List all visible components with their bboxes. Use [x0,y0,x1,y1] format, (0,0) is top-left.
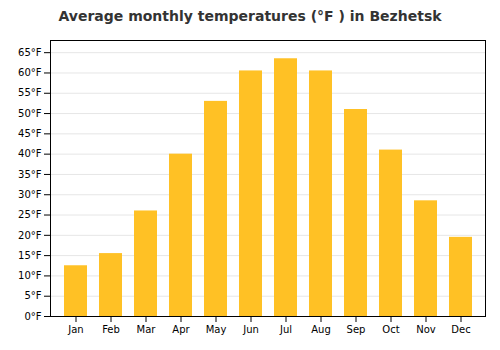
svg-text:Nov: Nov [416,324,436,335]
svg-text:10°F: 10°F [18,270,42,281]
svg-text:Dec: Dec [451,324,470,335]
svg-text:Jul: Jul [279,324,292,335]
svg-text:50°F: 50°F [18,108,42,119]
svg-text:25°F: 25°F [18,209,42,220]
svg-text:30°F: 30°F [18,189,42,200]
svg-text:Feb: Feb [102,324,120,335]
svg-text:Apr: Apr [172,324,190,335]
svg-text:Mar: Mar [137,324,157,335]
svg-text:Sep: Sep [347,324,366,335]
svg-text:35°F: 35°F [18,169,42,180]
svg-text:Oct: Oct [382,324,399,335]
svg-text:Aug: Aug [311,324,331,335]
svg-text:Jun: Jun [242,324,259,335]
svg-text:Jan: Jan [67,324,83,335]
svg-text:5°F: 5°F [24,290,41,301]
svg-text:20°F: 20°F [18,230,42,241]
svg-text:45°F: 45°F [18,128,42,139]
svg-text:40°F: 40°F [18,148,42,159]
html-text:Average monthly temperatures (: Average monthly temperatures (°F ) in Be… [58,8,442,24]
svg-text:60°F: 60°F [18,67,42,78]
svg-text:0°F: 0°F [24,311,41,322]
svg-text:15°F: 15°F [18,250,42,261]
svg-text:55°F: 55°F [18,87,42,98]
svg-text:May: May [206,324,227,335]
svg-text:65°F: 65°F [18,47,42,58]
